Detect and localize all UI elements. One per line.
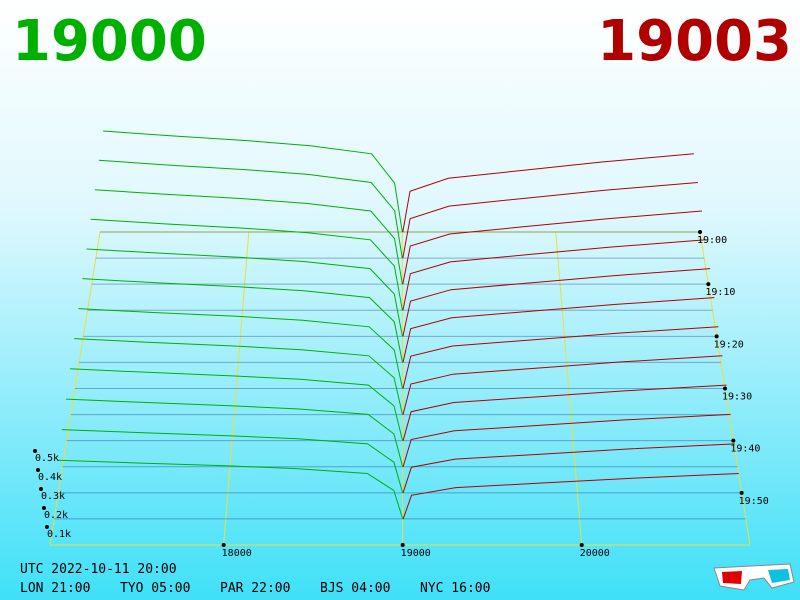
time-tick: [698, 230, 702, 234]
clock: PAR 22:00: [220, 581, 290, 596]
z-tick-label: 0.3k: [41, 491, 65, 502]
bid-price: 19000: [12, 9, 207, 74]
x-tick: [400, 543, 405, 547]
bid-depth-line: [61, 429, 404, 493]
z-tick: [42, 506, 46, 510]
time-tick: [739, 490, 744, 495]
bid-depth-line: [78, 308, 403, 389]
3d-glasses-icon: [713, 563, 795, 591]
ask-depth-line: [402, 239, 707, 311]
z-tick-label: 0.2k: [44, 510, 68, 521]
bid-depth-line: [70, 368, 404, 441]
ask-depth-line: [402, 210, 703, 285]
x-tick-label: 18000: [222, 548, 252, 559]
z-tick-label: 0.4k: [38, 472, 62, 483]
z-tick: [39, 487, 43, 491]
ask-depth-line: [402, 355, 723, 415]
time-tick: [723, 386, 727, 391]
time-tick-label: 19:30: [722, 392, 752, 403]
bid-depth-line: [82, 278, 403, 363]
clocks: LON 21:00 TYO 05:00 PAR 22:00 BJS 04:00 NYC …: [20, 581, 490, 596]
x-tick: [221, 543, 226, 547]
grid-line: [555, 231, 583, 546]
clock: LON 21:00: [20, 581, 90, 596]
grid-line: [223, 231, 250, 546]
ask-depth-line: [402, 182, 698, 259]
ask-depth-line: [402, 268, 711, 337]
bid-depth-line: [90, 218, 403, 311]
bid-depth-line: [94, 189, 403, 285]
x-tick: [579, 543, 584, 547]
time-tick-label: 19:20: [714, 339, 744, 350]
bid-depth-line: [65, 398, 404, 467]
z-tick: [36, 468, 40, 472]
plot: 18000 19000 20000 19:00 19:10 19:20 19:30 19:40…: [33, 130, 769, 559]
bid-depth-line: [74, 338, 403, 415]
x-tick-label: 19000: [401, 548, 431, 559]
ask-depth-line: [402, 473, 739, 520]
time-tick-label: 19:10: [705, 287, 735, 298]
ask-depth-line: [402, 413, 731, 467]
time-tick: [731, 438, 736, 443]
bid-depth-line: [103, 130, 403, 233]
bid-depth-line: [57, 459, 404, 520]
time-tick: [706, 282, 711, 287]
utc-time: UTC 2022-10-11 20:00: [20, 562, 177, 577]
z-tick: [45, 525, 49, 529]
clock: TYO 05:00: [120, 581, 190, 596]
time-tick: [714, 334, 719, 339]
z-tick-label: 0.5k: [35, 453, 59, 464]
time-tick-label: 19:00: [697, 235, 727, 246]
ask-depth-line: [402, 326, 719, 389]
z-tick-label: 0.1k: [47, 529, 71, 540]
bid-depth-line: [98, 159, 403, 259]
ask-price: 19003: [597, 9, 792, 74]
clock: NYC 16:00: [420, 581, 490, 596]
ask-depth-line: [402, 384, 727, 441]
time-tick-label: 19:40: [730, 444, 760, 455]
ask-depth-line: [402, 153, 694, 233]
z-tick: [33, 449, 37, 453]
bid-depth-line: [86, 248, 403, 337]
time-tick-label: 19:50: [739, 496, 769, 507]
ask-depth-line: [402, 443, 735, 493]
ask-depth-line: [402, 297, 715, 363]
clock: BJS 04:00: [320, 581, 390, 596]
x-tick-label: 20000: [580, 548, 610, 559]
